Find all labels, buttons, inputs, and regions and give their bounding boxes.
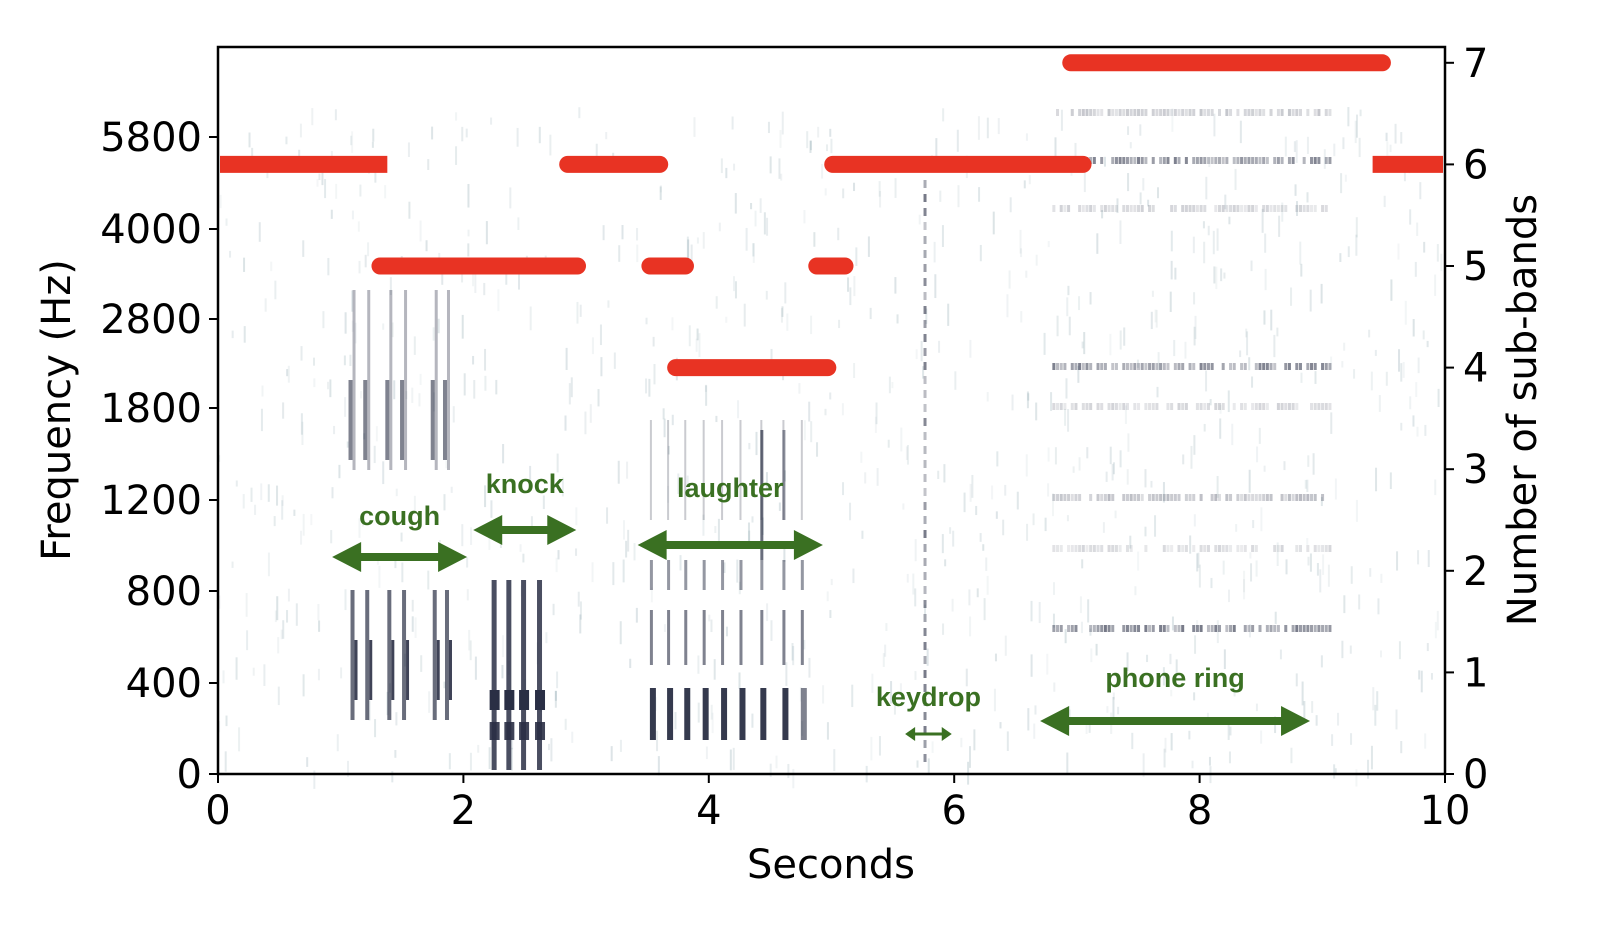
- x-axis-ticks: 0 2 4 6 8 10: [205, 774, 1470, 834]
- sub-band-overlay: [220, 54, 1443, 377]
- event-annotations: cough knock laughter keydrop phone ring: [332, 469, 1311, 741]
- left-y-tick-label: 4000: [100, 207, 202, 253]
- annotation-label: keydrop: [876, 682, 981, 712]
- right-y-tick-label: 7: [1463, 41, 1488, 87]
- right-y-tick-label: 1: [1463, 650, 1488, 696]
- x-tick-label: 2: [451, 788, 476, 834]
- x-axis-title: Seconds: [747, 842, 915, 888]
- arrowhead-right-icon: [941, 727, 952, 741]
- arrowhead-left-icon: [905, 727, 916, 741]
- left-y-axis-title: Frequency (Hz): [34, 259, 80, 561]
- right-y-tick-label: 6: [1463, 142, 1488, 188]
- annotation-keydrop: keydrop: [876, 682, 981, 741]
- arrowhead-left-icon: [473, 515, 503, 545]
- x-tick-label: 6: [941, 788, 966, 834]
- left-y-tick-label: 800: [126, 569, 202, 615]
- plot-frame: [216, 45, 1447, 776]
- annotation-cough: cough: [332, 501, 468, 572]
- left-y-tick-label: 400: [126, 661, 202, 707]
- arrowhead-right-icon: [793, 530, 823, 560]
- left-y-tick-label: 1800: [100, 386, 202, 432]
- annotation-label: cough: [359, 501, 440, 531]
- annotation-label: laughter: [677, 473, 784, 503]
- arrowhead-left-icon: [637, 530, 667, 560]
- x-tick-label: 10: [1420, 788, 1471, 834]
- annotation-label: knock: [486, 469, 565, 499]
- right-y-tick-label: 0: [1463, 752, 1488, 798]
- left-y-tick-label: 5800: [100, 115, 202, 161]
- arrowhead-left-icon: [1040, 706, 1070, 736]
- right-y-tick-label: 5: [1463, 244, 1488, 290]
- x-tick-label: 0: [205, 788, 230, 834]
- left-y-tick-label: 1200: [100, 478, 202, 524]
- x-tick-label: 4: [696, 788, 721, 834]
- right-y-tick-label: 2: [1463, 549, 1488, 595]
- arrowhead-right-icon: [1281, 706, 1311, 736]
- annotation-knock: knock: [473, 469, 577, 545]
- x-tick-label: 8: [1187, 788, 1212, 834]
- arrowhead-right-icon: [547, 515, 577, 545]
- annotation-label: phone ring: [1105, 663, 1244, 693]
- annotation-laughter: laughter: [637, 473, 823, 560]
- right-y-axis-title: Number of sub-bands: [1500, 194, 1546, 626]
- annotation-phone-ring: phone ring: [1040, 663, 1311, 736]
- right-y-tick-label: 3: [1463, 447, 1488, 493]
- right-y-axis-ticks: 0 1 2 3 4 5 6 7: [1445, 41, 1488, 798]
- arrowhead-left-icon: [332, 542, 362, 572]
- left-y-tick-label: 2800: [100, 297, 202, 343]
- right-y-tick-label: 4: [1463, 346, 1488, 392]
- spectrogram-image: [218, 107, 1443, 789]
- arrowhead-right-icon: [438, 542, 468, 572]
- left-y-tick-label: 0: [177, 752, 202, 798]
- left-y-axis-ticks: 0 400 800 1200 1800 2800 4000 5800: [100, 115, 218, 798]
